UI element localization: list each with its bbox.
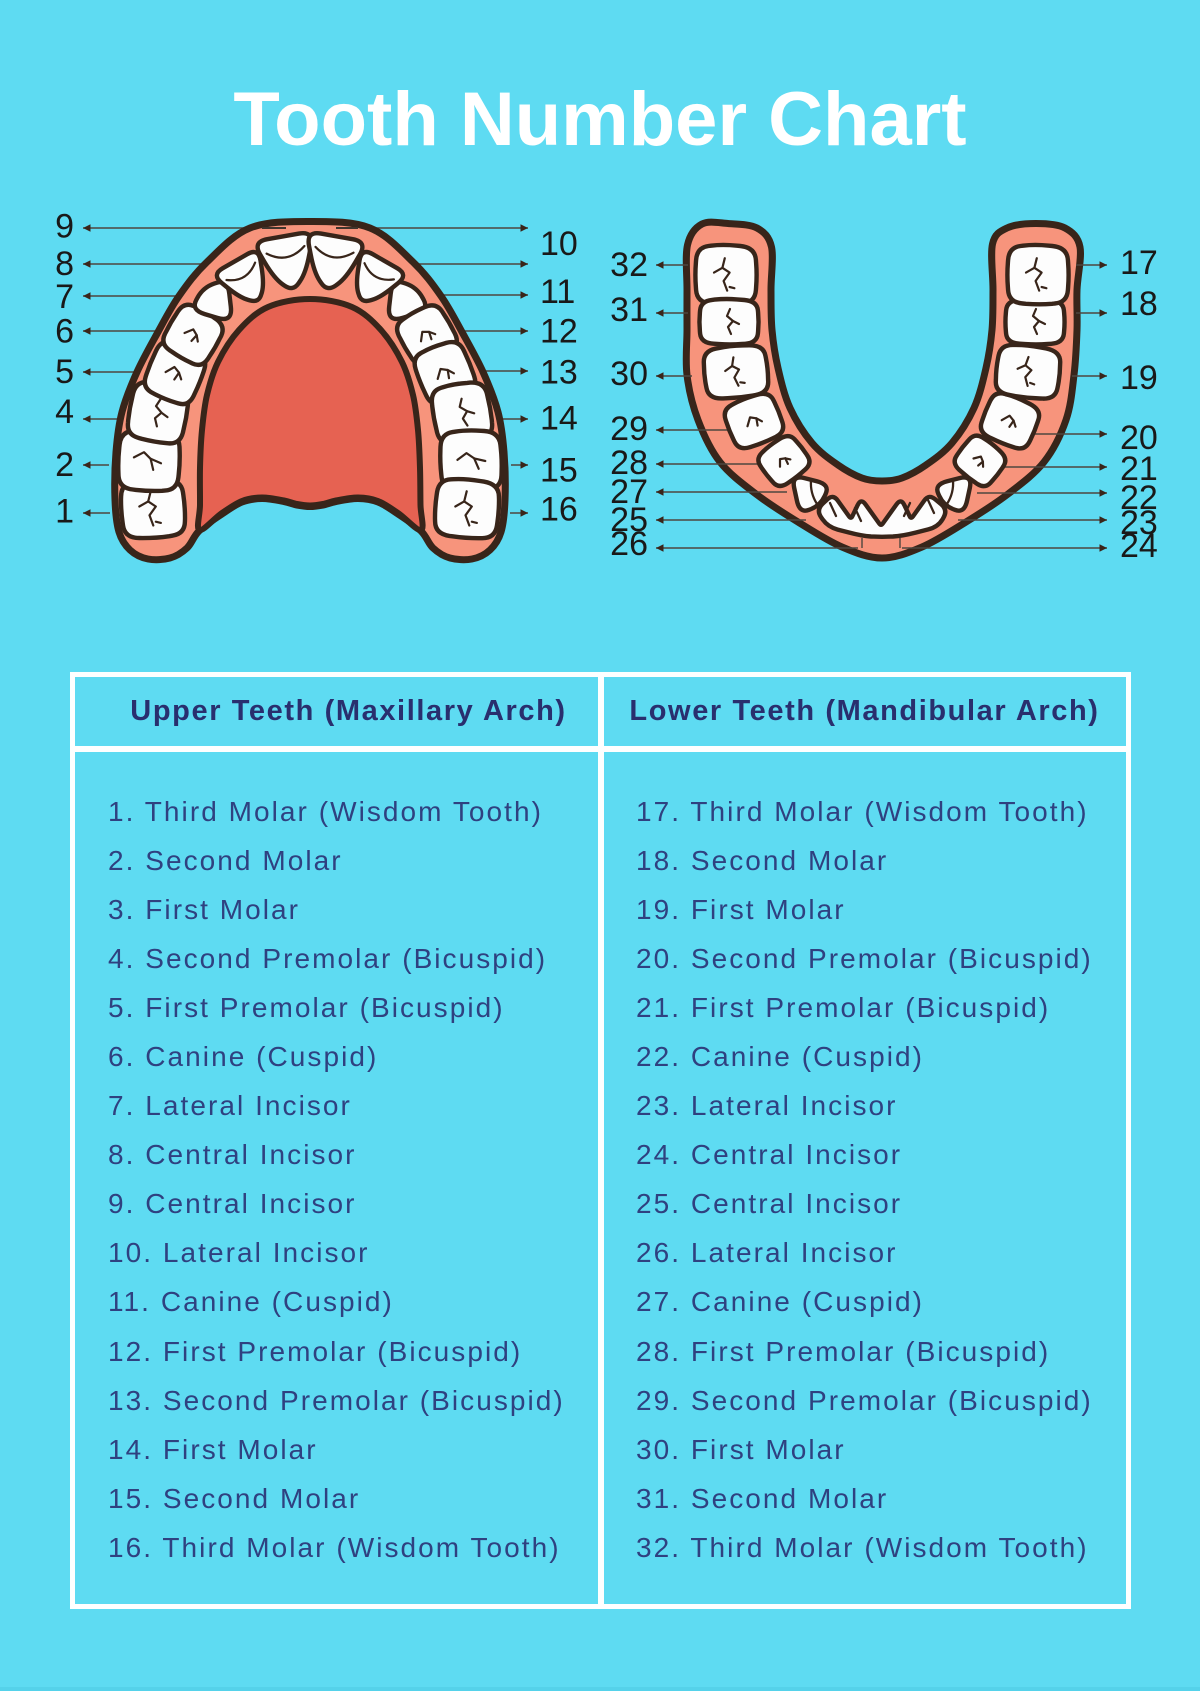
svg-text:28: 28 [610,444,648,482]
svg-text:23: 23 [1120,504,1158,542]
svg-text:10: 10 [540,225,578,263]
svg-text:29: 29 [610,410,648,448]
svg-text:11: 11 [540,273,575,311]
svg-text:12: 12 [540,313,578,351]
svg-text:4: 4 [55,393,74,431]
svg-text:5: 5 [55,353,74,391]
svg-text:8: 8 [55,245,74,283]
svg-text:9: 9 [55,208,74,246]
svg-text:20: 20 [1120,419,1158,457]
svg-text:7: 7 [55,278,74,316]
svg-text:16: 16 [540,491,578,529]
svg-text:31: 31 [610,291,648,329]
svg-text:1: 1 [55,493,74,531]
svg-text:14: 14 [540,400,578,438]
svg-text:6: 6 [55,313,74,351]
svg-text:15: 15 [540,452,578,490]
svg-text:26: 26 [610,525,648,563]
svg-text:30: 30 [610,355,648,393]
svg-text:19: 19 [1120,359,1158,397]
svg-text:21: 21 [1120,450,1158,488]
svg-text:32: 32 [610,246,648,284]
svg-text:18: 18 [1120,285,1158,323]
svg-text:22: 22 [1120,479,1158,517]
svg-text:13: 13 [540,354,578,392]
svg-text:24: 24 [1120,527,1158,565]
svg-text:17: 17 [1120,244,1158,282]
svg-text:27: 27 [610,473,648,511]
svg-text:2: 2 [55,446,74,484]
svg-text:25: 25 [610,501,648,539]
